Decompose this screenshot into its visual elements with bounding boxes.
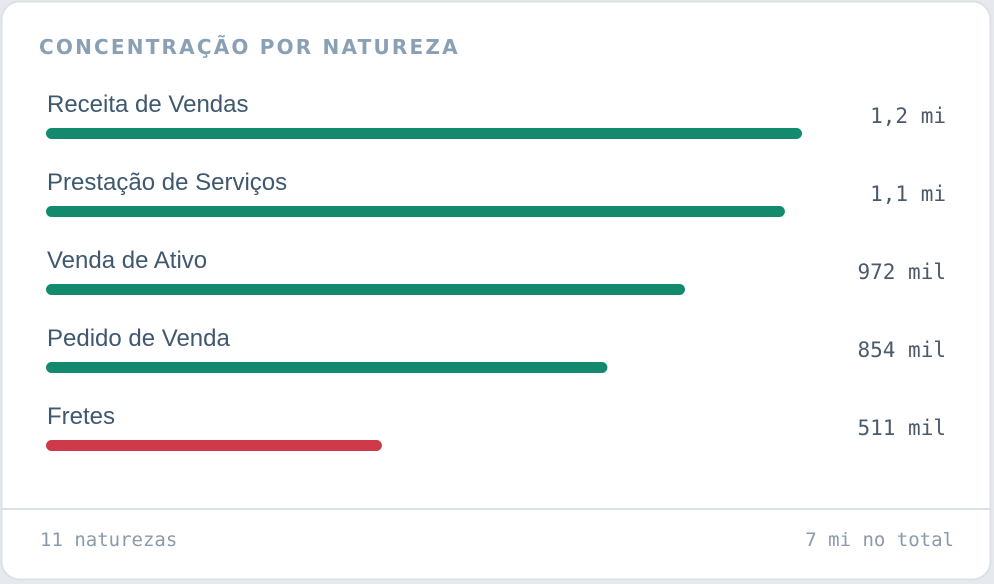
bar [46, 128, 802, 139]
bar [46, 284, 685, 295]
bar [46, 440, 382, 451]
footer-total: 7 mi no total [805, 529, 954, 551]
category-label: Venda de Ativo [47, 247, 207, 274]
value-label: 1,2 mi [870, 104, 946, 128]
value-label: 511 mil [857, 416, 946, 440]
footer-count: 11 naturezas [40, 529, 177, 551]
bar [46, 206, 785, 217]
chart-title: CONCENTRAÇÃO POR NATUREZA [39, 35, 460, 59]
value-label: 972 mil [857, 260, 946, 284]
category-label: Receita de Vendas [47, 91, 248, 118]
category-label: Fretes [47, 403, 115, 430]
category-label: Prestação de Serviços [47, 169, 287, 196]
value-label: 854 mil [857, 338, 946, 362]
category-label: Pedido de Venda [47, 325, 230, 352]
value-label: 1,1 mi [870, 182, 946, 206]
bar [46, 362, 608, 373]
